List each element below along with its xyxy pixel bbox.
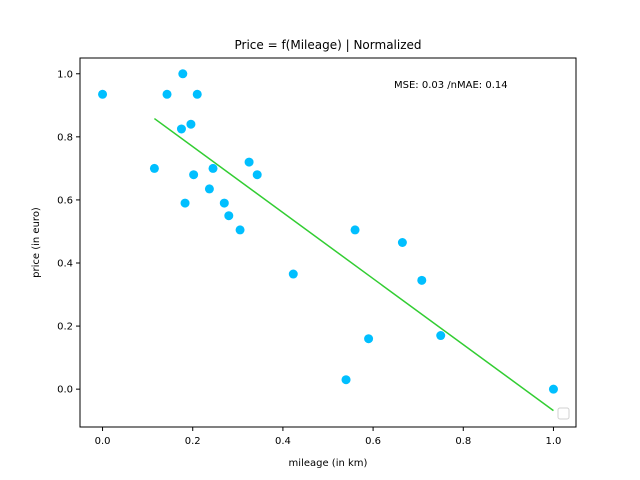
y-axis-label: price (in euro) [31, 207, 42, 278]
data-point [204, 184, 214, 194]
x-tick-label: 0.2 [185, 436, 201, 447]
data-point [244, 157, 254, 167]
x-tick-label: 0.8 [455, 436, 471, 447]
y-axis-ticks: 0.0 0.2 0.4 0.6 0.8 1.0 [57, 69, 80, 396]
regression-line [153, 117, 554, 412]
data-point [341, 375, 351, 385]
data-point [219, 198, 229, 208]
data-point [288, 269, 298, 279]
x-axis-label: mileage (in km) [289, 458, 368, 469]
data-point [176, 124, 186, 134]
chart-title: Price = f(Mileage) | Normalized [234, 38, 421, 52]
data-point [162, 89, 172, 99]
data-point [186, 119, 196, 129]
data-point [149, 163, 159, 173]
data-point [235, 225, 245, 235]
x-tick-label: 0.6 [365, 436, 381, 447]
metrics-annotation: MSE: 0.03 /nMAE: 0.14 [394, 80, 508, 91]
data-point [436, 331, 446, 341]
y-tick-label: 0.2 [57, 322, 73, 333]
data-point [192, 89, 202, 99]
data-point [208, 163, 218, 173]
data-point [397, 238, 407, 247]
y-tick-label: 0.8 [57, 132, 73, 143]
data-point [350, 225, 360, 235]
data-point [364, 334, 374, 344]
legend-box [557, 407, 570, 420]
data-point [178, 69, 188, 79]
x-axis-ticks: 0.0 0.2 0.4 0.6 0.8 1.0 [95, 427, 562, 447]
x-tick-label: 0.0 [95, 436, 111, 447]
data-point [189, 170, 199, 180]
y-tick-label: 1.0 [57, 69, 73, 80]
x-tick-label: 0.4 [275, 436, 291, 447]
x-tick-label: 1.0 [546, 436, 562, 447]
data-point [224, 211, 234, 221]
data-point [252, 170, 262, 180]
plot-frame [79, 57, 577, 428]
y-tick-label: 0.0 [57, 385, 73, 396]
y-tick-label: 0.4 [57, 259, 73, 270]
y-tick-label: 0.6 [57, 195, 73, 206]
data-point [180, 198, 190, 208]
data-point [548, 384, 558, 394]
plot-marks [98, 69, 558, 412]
data-point [98, 89, 108, 99]
data-point [417, 275, 427, 285]
